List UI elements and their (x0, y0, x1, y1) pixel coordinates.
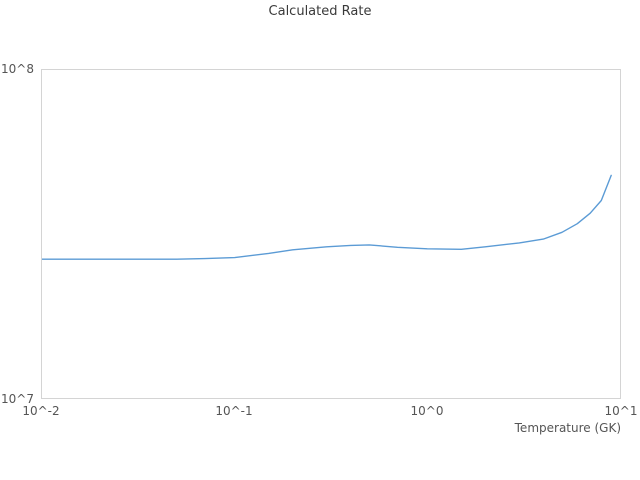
chart-title: Calculated Rate (268, 4, 372, 19)
x-axis-title: Temperature (GK) (514, 421, 621, 435)
x-tick-label-1e1: 10^1 (604, 404, 638, 418)
y-tick-label-1e8: 10^8 (1, 62, 34, 76)
x-tick-label-1e-2: 10^-2 (22, 404, 60, 418)
x-tick-label-1e0: 10^0 (410, 404, 444, 418)
y-tick-label-1e7: 10^7 (1, 392, 34, 406)
x-tick-label-1e-1: 10^-1 (215, 404, 253, 418)
plot-svg (42, 174, 612, 260)
rate-line (42, 174, 612, 260)
plot-area (41, 69, 621, 399)
